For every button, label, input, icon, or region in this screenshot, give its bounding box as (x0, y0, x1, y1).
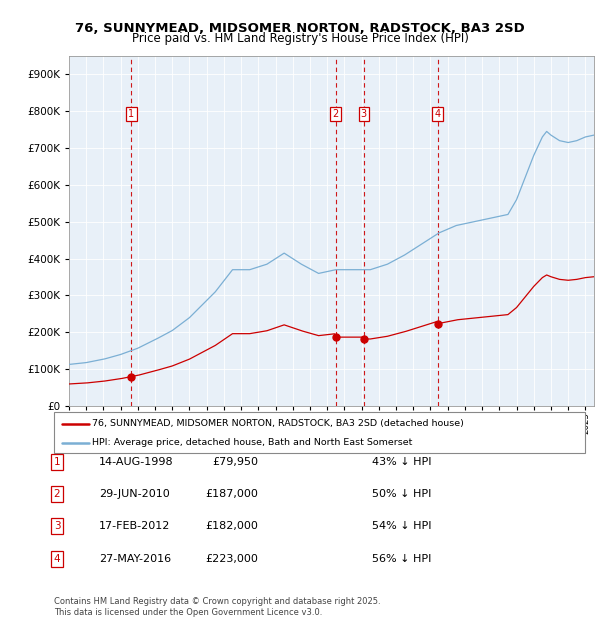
Text: 76, SUNNYMEAD, MIDSOMER NORTON, RADSTOCK, BA3 2SD (detached house): 76, SUNNYMEAD, MIDSOMER NORTON, RADSTOCK… (92, 419, 464, 428)
Text: 56% ↓ HPI: 56% ↓ HPI (372, 554, 431, 564)
Text: 76, SUNNYMEAD, MIDSOMER NORTON, RADSTOCK, BA3 2SD: 76, SUNNYMEAD, MIDSOMER NORTON, RADSTOCK… (75, 22, 525, 35)
Text: 2: 2 (53, 489, 61, 499)
Text: 43% ↓ HPI: 43% ↓ HPI (372, 457, 431, 467)
Text: £182,000: £182,000 (205, 521, 258, 531)
Text: 54% ↓ HPI: 54% ↓ HPI (372, 521, 431, 531)
Text: 2: 2 (332, 109, 339, 119)
Text: Contains HM Land Registry data © Crown copyright and database right 2025.
This d: Contains HM Land Registry data © Crown c… (54, 598, 380, 617)
Text: 4: 4 (53, 554, 61, 564)
Text: 3: 3 (361, 109, 367, 119)
Text: 4: 4 (434, 109, 440, 119)
Text: 1: 1 (53, 457, 61, 467)
Text: 14-AUG-1998: 14-AUG-1998 (99, 457, 173, 467)
Text: Price paid vs. HM Land Registry's House Price Index (HPI): Price paid vs. HM Land Registry's House … (131, 32, 469, 45)
Text: HPI: Average price, detached house, Bath and North East Somerset: HPI: Average price, detached house, Bath… (92, 438, 413, 447)
Text: 27-MAY-2016: 27-MAY-2016 (99, 554, 171, 564)
Text: 29-JUN-2010: 29-JUN-2010 (99, 489, 170, 499)
Text: £223,000: £223,000 (205, 554, 258, 564)
Text: 3: 3 (53, 521, 61, 531)
Text: £79,950: £79,950 (212, 457, 258, 467)
Text: 1: 1 (128, 109, 134, 119)
Text: 17-FEB-2012: 17-FEB-2012 (99, 521, 170, 531)
Text: 50% ↓ HPI: 50% ↓ HPI (372, 489, 431, 499)
Text: £187,000: £187,000 (205, 489, 258, 499)
